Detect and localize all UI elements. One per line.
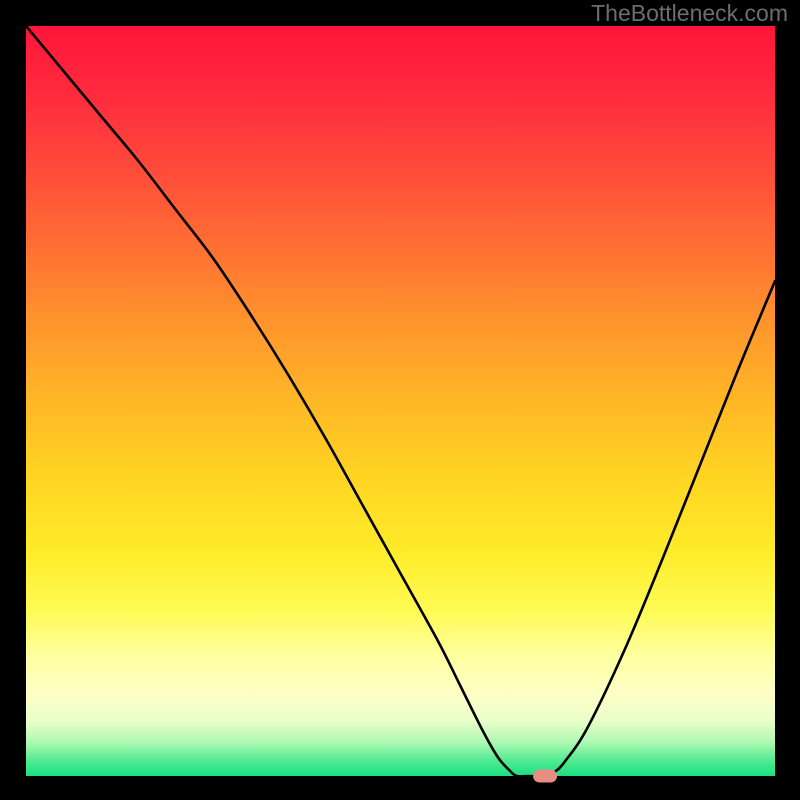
bottleneck-curve-chart	[0, 0, 800, 800]
current-value-marker	[533, 770, 557, 783]
chart-background-gradient	[26, 26, 775, 776]
chart-container: { "watermark_text": "TheBottleneck.com",…	[0, 0, 800, 800]
watermark-text: TheBottleneck.com	[591, 0, 788, 27]
